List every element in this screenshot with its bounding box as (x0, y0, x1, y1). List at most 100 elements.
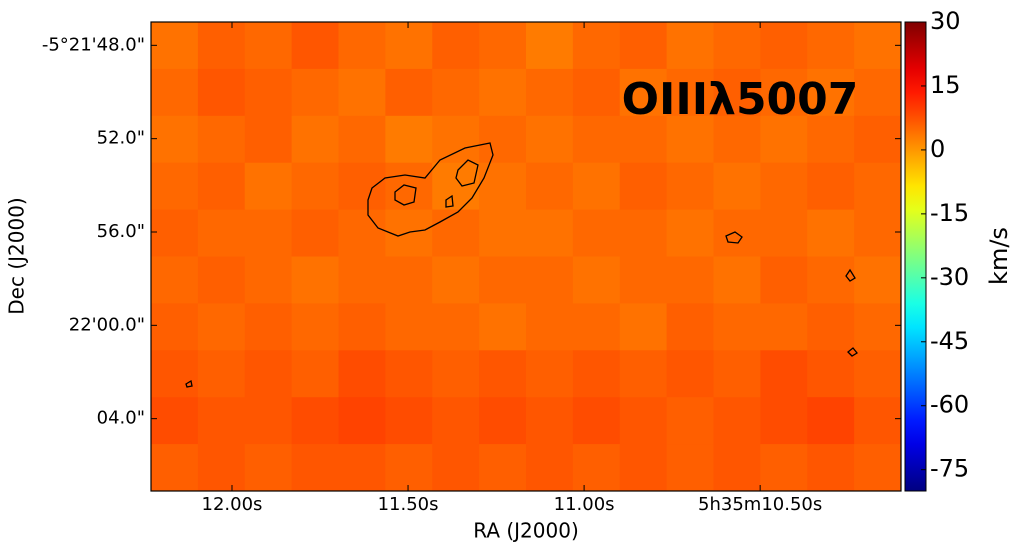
contours (185, 142, 858, 388)
heatmap-cell (291, 444, 339, 492)
heatmap-cell (197, 162, 246, 211)
heatmap-cell (151, 22, 199, 70)
heatmap-cell (619, 68, 668, 117)
contour (367, 142, 494, 237)
heatmap-cell (244, 397, 293, 445)
heatmap-cell (572, 303, 621, 351)
heatmap-cell (526, 444, 574, 492)
heatmap-cell (244, 303, 293, 351)
y-tick-label: -5°21'48.0" (42, 34, 145, 55)
contour (445, 194, 454, 208)
heatmap-cell (572, 397, 621, 445)
heatmap-cell (291, 162, 339, 211)
colorbar (904, 21, 927, 492)
heatmap-cell (619, 162, 668, 211)
contour (455, 159, 479, 187)
heatmap-cell (619, 22, 668, 70)
heatmap-cell (385, 303, 433, 351)
heatmap-cell (244, 22, 293, 70)
heatmap-cell (338, 303, 386, 351)
heatmap-cell (385, 115, 433, 164)
heatmap-cell (526, 350, 574, 398)
heatmap-cell (854, 115, 902, 164)
heatmap-cell (291, 397, 339, 445)
heatmap-cell (338, 162, 386, 211)
heatmap-cell (854, 162, 902, 211)
heatmap-cell (760, 350, 808, 398)
x-tick-label: 11.50s (378, 494, 439, 515)
heatmap-cell (760, 115, 808, 164)
heatmap-cell (619, 209, 668, 257)
heatmap-cell (713, 303, 761, 351)
heatmap-cell (572, 444, 621, 492)
heatmap-cell (432, 397, 480, 445)
heatmap-cell (760, 444, 808, 492)
heatmap-cell (526, 68, 574, 117)
heatmap-cell (854, 397, 902, 445)
heatmap-cell (338, 350, 386, 398)
heatmap-cell (432, 444, 480, 492)
heatmap-cell (432, 256, 480, 304)
heatmap-cell (713, 256, 761, 304)
x-tick-label: 11.00s (554, 494, 615, 515)
x-tick-label: 12.00s (202, 494, 263, 515)
heatmap-cell (854, 444, 902, 492)
heatmap-cell (385, 350, 433, 398)
heatmap-cell (385, 256, 433, 304)
heatmap-cell (572, 68, 621, 117)
heatmap-cell (572, 256, 621, 304)
heatmap-cell (526, 162, 574, 211)
colorbar-tick-label: -75 (930, 455, 969, 483)
heatmap-cell (713, 68, 761, 117)
heatmap-cell (291, 256, 339, 304)
heatmap-cell (432, 303, 480, 351)
heatmap-cell (526, 22, 574, 70)
heatmap-cell (479, 209, 527, 257)
heatmap-cell (244, 350, 293, 398)
heatmap-cell (760, 303, 808, 351)
plot-frame (150, 21, 902, 492)
heatmap-cell (385, 444, 433, 492)
colorbar-tick-label: 30 (930, 7, 961, 35)
heatmap-cell (479, 22, 527, 70)
heatmap-cell (291, 209, 339, 257)
heatmap-cell (197, 115, 246, 164)
heatmap-cell (479, 303, 527, 351)
heatmap-cell (713, 115, 761, 164)
heatmap-cell (760, 68, 808, 117)
heatmap-cell (760, 397, 808, 445)
heatmap-cell (432, 350, 480, 398)
colorbar-tick-label: -15 (930, 199, 969, 227)
heatmap-cell (479, 350, 527, 398)
heatmap-cell (526, 397, 574, 445)
contour (394, 184, 417, 206)
heatmap-cell (526, 209, 574, 257)
heatmap-cell (291, 22, 339, 70)
heatmap-cell (713, 162, 761, 211)
heatmap-cell (432, 115, 480, 164)
heatmap-cell (854, 68, 902, 117)
heatmap-cell (479, 162, 527, 211)
heatmap-cell (432, 22, 480, 70)
heatmap-cell (807, 209, 855, 257)
heatmap-cell (807, 303, 855, 351)
heatmap-cell (151, 444, 199, 492)
heatmap-cell (619, 350, 668, 398)
heatmap-cell (854, 22, 902, 70)
heatmap-cell (197, 209, 246, 257)
heatmap-cell (807, 397, 855, 445)
heatmap-cell (807, 68, 855, 117)
heatmap-cell (666, 68, 714, 117)
heatmap-cell (619, 444, 668, 492)
heatmap-cell (151, 397, 199, 445)
heatmap-cell (479, 68, 527, 117)
heatmap-cell (526, 115, 574, 164)
heatmap-cell (244, 209, 293, 257)
heatmap-cell (807, 115, 855, 164)
heatmap-cell (338, 256, 386, 304)
y-tick-label: 04.0" (97, 408, 145, 429)
heatmap-cell (291, 350, 339, 398)
heatmap-cell (479, 115, 527, 164)
